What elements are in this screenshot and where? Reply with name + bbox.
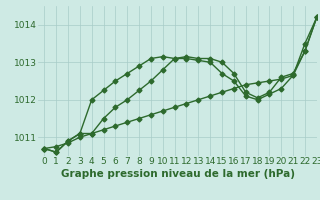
- X-axis label: Graphe pression niveau de la mer (hPa): Graphe pression niveau de la mer (hPa): [60, 169, 295, 179]
